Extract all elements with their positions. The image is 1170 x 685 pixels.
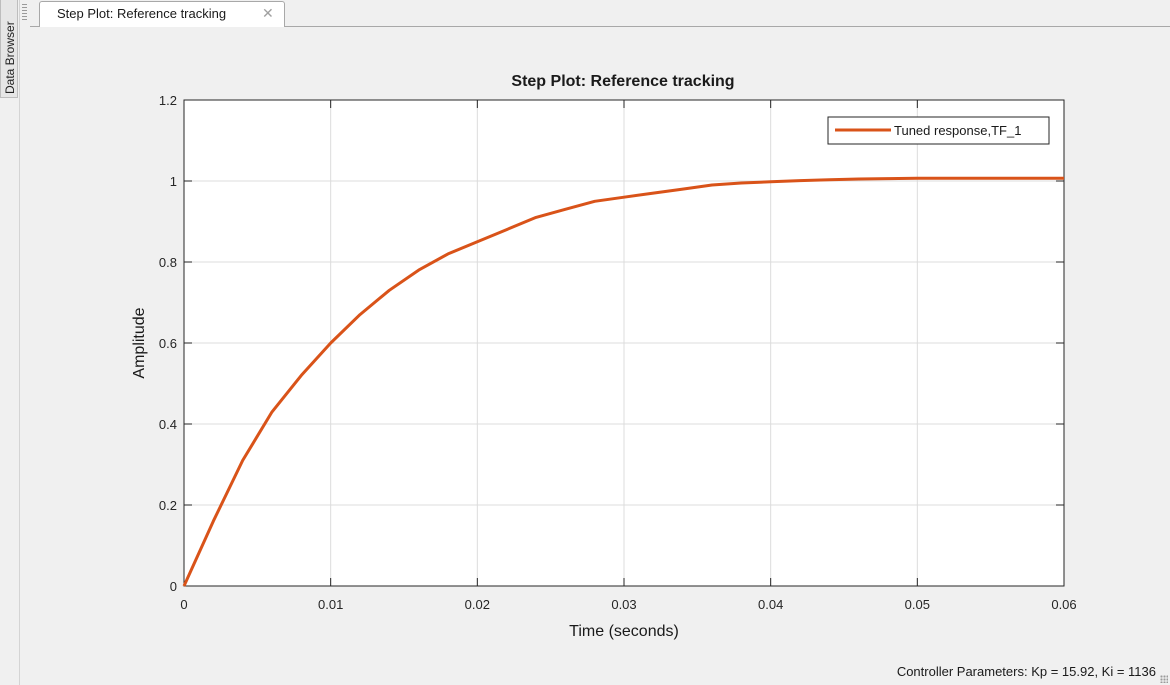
x-tick-label: 0.04 [758,597,783,612]
y-tick-label: 1 [170,174,177,189]
x-tick-label: 0.02 [465,597,490,612]
y-tick-label: 0.4 [159,417,177,432]
y-tick-label: 0.8 [159,255,177,270]
x-tick-label: 0.01 [318,597,343,612]
legend[interactable]: Tuned response,TF_1 [827,116,1050,145]
series-line-tuned-response [182,176,1064,587]
y-axis-label: Amplitude [131,307,148,378]
document-tab-bar: Step Plot: Reference tracking ✕ [30,0,1170,27]
close-icon[interactable]: ✕ [262,5,274,21]
legend-label: Tuned response,TF_1 [894,123,1021,138]
drag-handle-icon[interactable] [22,4,27,20]
x-axis-ticks: 0 0.01 0.02 0.03 0.04 0.05 0.06 [180,100,1077,612]
chart-title: Step Plot: Reference tracking [511,73,734,90]
x-tick-label: 0.06 [1051,597,1076,612]
x-tick-label: 0.05 [905,597,930,612]
y-axis-ticks: 0 0.2 0.4 0.6 0.8 1 1.2 [159,93,1064,594]
series-layer [182,176,1064,587]
x-axis-label: Time (seconds) [569,623,679,640]
resize-grip-icon[interactable] [1160,675,1168,683]
y-tick-label: 0.6 [159,336,177,351]
x-tick-label: 0.03 [611,597,636,612]
y-tick-label: 1.2 [159,93,177,108]
tab-label: Step Plot: Reference tracking [57,6,227,21]
side-panel: Data Browser [0,0,20,685]
x-tick-label: 0 [180,597,187,612]
controller-parameters-text: Controller Parameters: Kp = 15.92, Ki = … [896,664,1156,679]
y-tick-label: 0.2 [159,498,177,513]
tab-step-plot[interactable]: Step Plot: Reference tracking ✕ [39,1,285,27]
data-browser-tab[interactable]: Data Browser [0,0,18,98]
y-tick-label: 0 [170,579,177,594]
